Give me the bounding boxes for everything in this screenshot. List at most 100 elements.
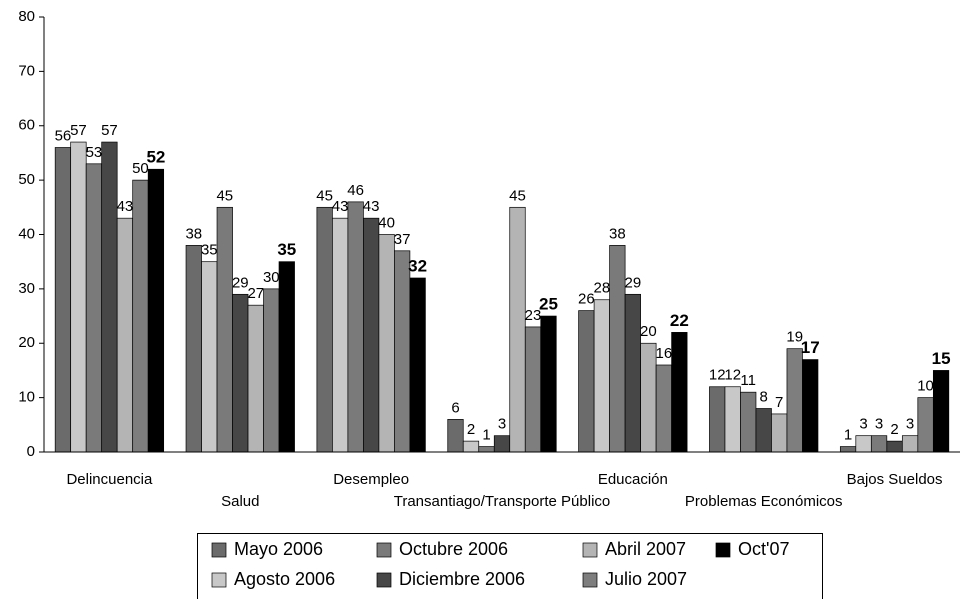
value-label: 37 [394, 231, 411, 248]
value-label: 56 [55, 127, 72, 144]
y-tick-label: 80 [18, 8, 35, 25]
x-tick-label: Bajos Sueldos [847, 471, 943, 488]
value-label: 3 [498, 416, 506, 433]
y-tick-label: 0 [27, 443, 35, 460]
bar [901, 435, 919, 453]
value-label: 1 [844, 427, 852, 444]
bar [54, 147, 72, 453]
value-label: 3 [875, 416, 883, 433]
value-label: 57 [101, 122, 118, 139]
legend-swatch [582, 542, 598, 558]
value-label: 22 [670, 311, 689, 330]
bar [855, 435, 872, 453]
bar [724, 386, 741, 453]
bar [771, 413, 788, 453]
legend-label: Diciembre 2006 [399, 569, 525, 589]
legend-swatch [376, 542, 392, 558]
legend-label: Mayo 2006 [234, 539, 323, 559]
bar [509, 206, 526, 453]
bar [655, 364, 672, 453]
value-label: 45 [316, 187, 333, 204]
legend-swatch [715, 542, 731, 558]
legend-label: Abril 2007 [605, 539, 686, 559]
bar [671, 332, 688, 453]
bar [917, 397, 934, 453]
y-tick-label: 40 [18, 225, 35, 242]
bar [740, 391, 757, 453]
x-tick-label: Educación [598, 471, 668, 488]
value-label: 30 [263, 269, 280, 286]
value-label: 32 [408, 256, 427, 275]
value-label: 16 [656, 345, 673, 362]
x-tick-label: Delincuencia [66, 471, 153, 488]
bar [755, 408, 772, 453]
value-label: 52 [146, 148, 165, 167]
bar [462, 440, 480, 453]
bar [609, 245, 626, 453]
legend-label: Oct'07 [738, 539, 789, 559]
value-label: 46 [347, 182, 364, 199]
legend-label: Julio 2007 [605, 569, 687, 589]
bar [394, 250, 411, 453]
bar [247, 304, 264, 453]
bar [347, 201, 364, 453]
value-label: 27 [247, 285, 264, 302]
bar [640, 342, 657, 453]
x-tick-label: Problemas Económicos [685, 493, 843, 510]
value-label: 40 [378, 214, 395, 231]
value-label: 12 [724, 367, 741, 384]
legend-swatch [211, 572, 227, 588]
value-label: 3 [906, 416, 914, 433]
y-tick-label: 10 [18, 389, 35, 406]
bar [409, 277, 426, 453]
value-label: 57 [70, 122, 87, 139]
bar [232, 293, 249, 453]
bar [332, 217, 349, 453]
bar [70, 141, 87, 453]
bar [870, 435, 888, 453]
bar [709, 386, 726, 453]
value-label: 3 [859, 416, 867, 433]
value-label: 38 [609, 225, 626, 242]
bar [540, 315, 557, 453]
legend-swatch [582, 572, 598, 588]
bar [363, 217, 380, 453]
y-tick-label: 20 [18, 334, 35, 351]
y-tick-label: 60 [18, 117, 35, 134]
bar [886, 440, 903, 453]
value-label: 35 [201, 242, 218, 259]
value-label: 29 [232, 274, 249, 291]
bar [116, 217, 134, 453]
value-label: 43 [332, 198, 349, 215]
bar [447, 419, 464, 453]
value-label: 15 [932, 349, 951, 368]
value-label: 20 [640, 323, 657, 340]
bar [216, 206, 233, 453]
value-label: 8 [760, 388, 768, 405]
value-label: 6 [451, 399, 459, 416]
legend-label: Octubre 2006 [399, 539, 508, 559]
bar [316, 206, 333, 453]
value-label: 45 [216, 187, 233, 204]
bar [802, 359, 819, 453]
value-label: 17 [801, 338, 820, 357]
value-label: 11 [740, 372, 756, 389]
value-label: 25 [539, 295, 558, 314]
value-label: 23 [525, 307, 542, 324]
value-label: 29 [625, 274, 642, 291]
bar [278, 261, 295, 453]
value-label: 19 [786, 329, 803, 346]
legend-label: Agosto 2006 [234, 569, 335, 589]
value-label: 7 [775, 394, 783, 411]
bar [85, 163, 103, 453]
bar [132, 179, 149, 453]
value-label: 10 [917, 378, 934, 395]
legend-swatch [376, 572, 392, 588]
value-label: 43 [117, 198, 134, 215]
bar [839, 446, 857, 453]
bar [624, 293, 641, 453]
bar [786, 348, 803, 453]
bar [932, 370, 950, 453]
value-label: 2 [467, 421, 475, 438]
